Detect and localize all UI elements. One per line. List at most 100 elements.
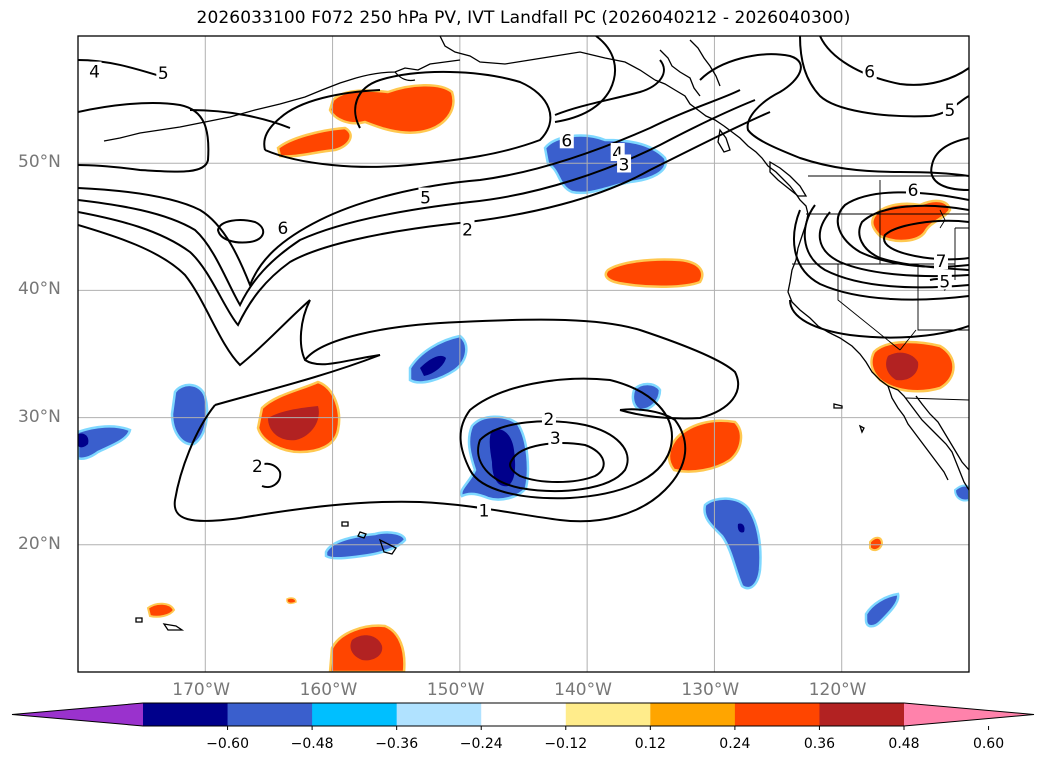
colorbar-segment (481, 703, 567, 726)
colorbar-tick-label: 0.36 (803, 736, 836, 752)
pv-contour (818, 211, 969, 278)
contour-label-background (460, 219, 475, 238)
contour-label-background (862, 61, 877, 80)
pv-contour (819, 36, 969, 86)
pv-contour (189, 109, 291, 129)
political-borders (792, 175, 969, 401)
pv-anomaly-negative (737, 523, 745, 533)
contour-label-background (418, 187, 433, 206)
contour-label: 7 (936, 252, 947, 272)
contour-label: 6 (908, 181, 919, 201)
pv-anomaly-negative (78, 433, 89, 448)
pv-anomaly-negative (953, 484, 969, 502)
colorbar-tick-label: 0.60 (972, 736, 1005, 752)
colorbar-extend-high (904, 703, 1034, 726)
contour-label-background (548, 427, 563, 446)
pv-contour (263, 117, 281, 151)
contour-label: 5 (939, 272, 950, 292)
contour-label-background (250, 455, 265, 474)
colorbar-tick-label: −0.48 (290, 736, 334, 752)
contour-label-background (275, 218, 290, 237)
map-background (78, 36, 969, 672)
colorbar-tick-label: −0.36 (375, 736, 419, 752)
pv-anomaly-negative (703, 497, 762, 590)
contour-label: 4 (89, 63, 100, 83)
pv-contour (279, 89, 381, 119)
contour-label: 3 (550, 429, 561, 449)
contour-label-background (559, 130, 574, 149)
colorbar-segment (734, 703, 820, 726)
pv-contour (78, 99, 756, 308)
longitude-label: 120°W (808, 680, 867, 700)
contour-label-background (477, 500, 492, 519)
coastlines (103, 36, 969, 631)
colorbar-tick-label: 0.12 (634, 736, 666, 752)
contour-label: 5 (944, 101, 955, 121)
contour-label: 2 (544, 410, 555, 430)
longitude-label: 170°W (172, 680, 231, 700)
pv-contour (803, 204, 969, 289)
pv-anomaly-positive (268, 406, 319, 441)
colorbar-outline (11, 702, 1035, 727)
colorbar-tick-label: −0.60 (206, 736, 249, 752)
contour-label-background (541, 408, 556, 427)
contour-label-background (933, 251, 948, 270)
longitude-label: 160°W (299, 680, 358, 700)
pv-anomaly-positive (869, 536, 884, 552)
contour-label: 4 (612, 144, 623, 164)
pv-contour (304, 318, 740, 420)
pv-contour (78, 101, 210, 173)
pv-anomaly-positive (286, 597, 297, 605)
pv-contour (264, 71, 552, 168)
colorbar-segment (565, 703, 651, 726)
colorbar-segment (650, 703, 736, 726)
pv-anomaly-negative (78, 425, 132, 460)
contour-label-background (617, 154, 632, 173)
pv-anomaly-positive (350, 635, 383, 661)
contour-label: 2 (462, 220, 473, 240)
contour-label: 6 (278, 219, 289, 239)
contour-label-background (942, 99, 957, 118)
colorbar (11, 702, 1035, 730)
pv-contour (78, 89, 741, 288)
pv-anomaly-positive (604, 258, 704, 289)
map-title: 2026033100 F072 250 hPa PV, IVT Landfall… (196, 8, 851, 28)
contour-label: 2 (252, 457, 263, 477)
pv-contour (554, 59, 665, 116)
pv-anomaly-negative (489, 428, 516, 487)
pv-contour (858, 204, 969, 271)
contour-label: 6 (561, 131, 572, 151)
colorbar-tick-label: −0.12 (544, 736, 588, 752)
contour-label: 5 (420, 189, 431, 209)
contour-label-background (905, 179, 920, 198)
pv-contour (216, 219, 265, 244)
pv-contour (214, 354, 381, 406)
pv-contour (78, 111, 771, 327)
colorbar-tick-label: 0.48 (888, 736, 920, 752)
longitude-label: 140°W (554, 680, 612, 700)
colorbar-segment (227, 703, 313, 726)
colorbar-segment (312, 703, 398, 726)
contour-label: 1 (479, 501, 490, 521)
pv-contour (789, 299, 969, 339)
longitude-label: 130°W (681, 680, 740, 700)
longitude-label: 150°W (426, 680, 485, 700)
pv-contour (699, 53, 969, 177)
colorbar-extend-low (12, 703, 143, 726)
contour-label: 5 (158, 64, 169, 84)
pv-anomaly-negative (864, 592, 900, 628)
pv-contour (554, 36, 617, 123)
latitude-label: 20°N (18, 533, 61, 554)
map-frame (77, 35, 970, 673)
pv-anomaly-positive (667, 419, 743, 473)
pv-contour (793, 209, 969, 301)
pv-contour (930, 137, 969, 191)
colorbar-segment (819, 703, 905, 726)
contour-label-background (156, 62, 171, 81)
pv-anomaly-negative (420, 355, 446, 376)
latitude-label: 40°N (18, 279, 61, 300)
colorbar-segment (143, 703, 229, 726)
contour-label-background (87, 61, 102, 80)
